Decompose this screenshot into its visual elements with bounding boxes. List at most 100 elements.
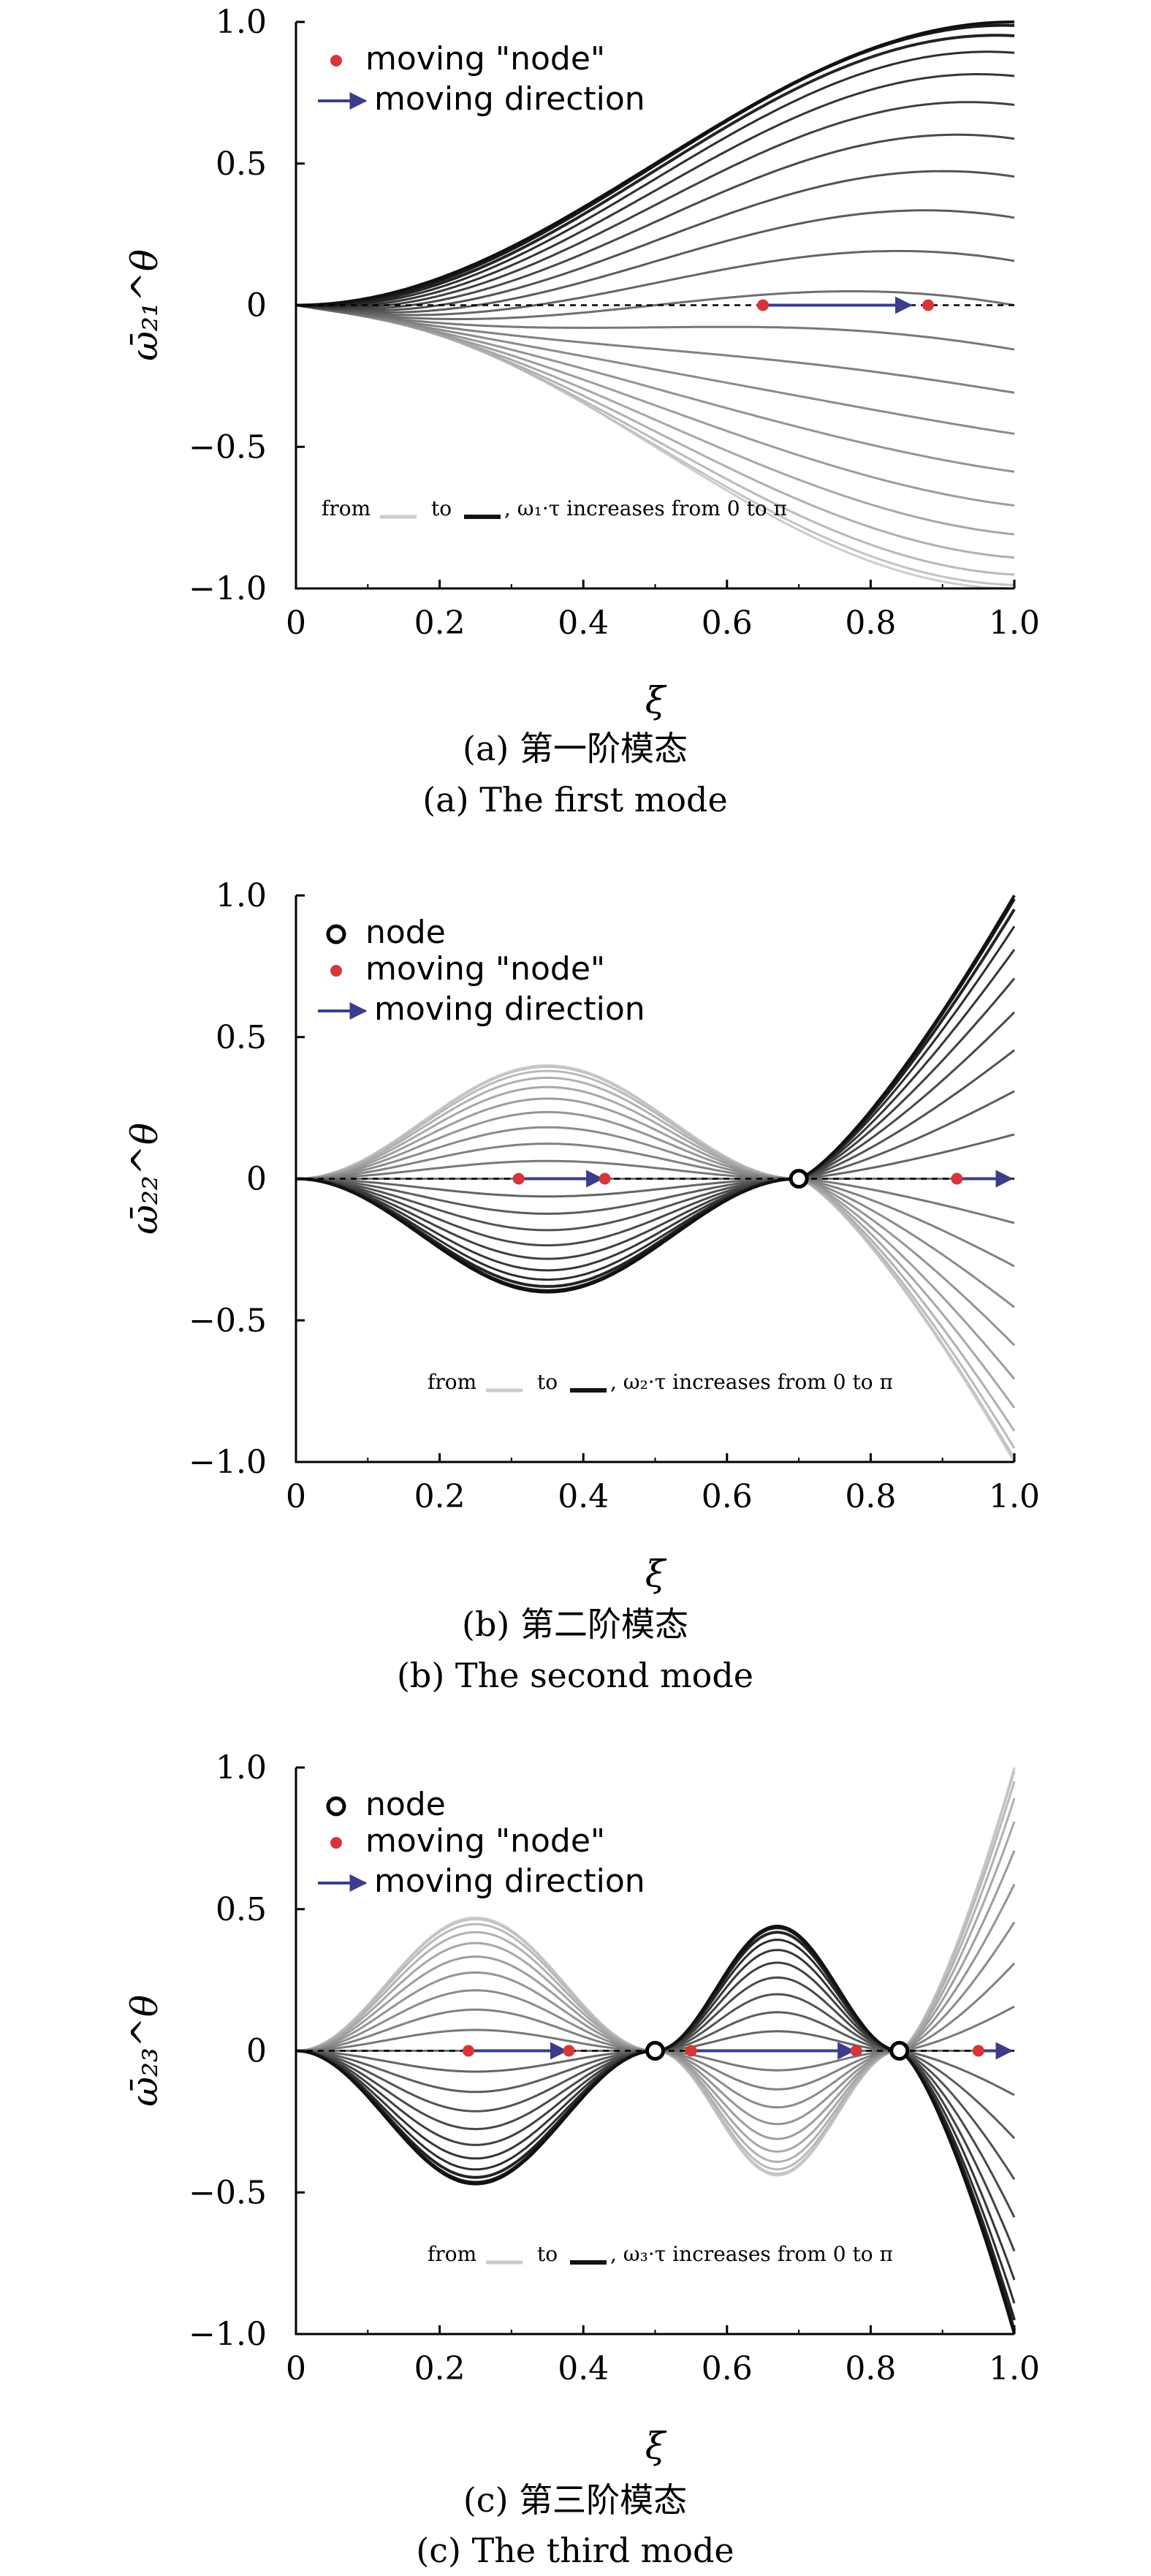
- legend-direction-label: moving direction: [374, 990, 645, 1028]
- series-line: [295, 290, 1015, 320]
- legend-moving-node-label: moving "node": [365, 950, 605, 988]
- series-line: [295, 1962, 1016, 2091]
- annotation-to: to: [431, 496, 452, 520]
- series-line: [295, 1086, 1016, 1409]
- series-line: [295, 170, 1015, 312]
- y-tick-label: 1.0: [216, 1749, 267, 1787]
- annotation-to: to: [537, 1370, 558, 1394]
- legend-node-symbol: [326, 1796, 346, 1817]
- moving-node-marker: [922, 299, 935, 311]
- series-line: [295, 977, 1016, 1260]
- y-tick-label: 0.5: [216, 1891, 267, 1928]
- series-line: [296, 1011, 1016, 1247]
- series-line: [295, 304, 1015, 586]
- legend-node-label: node: [365, 914, 446, 951]
- legend-moving-node-label: moving "node": [365, 1822, 605, 1860]
- x-tick-label: 0.4: [558, 605, 609, 642]
- series-line: [296, 2005, 1015, 2072]
- y-tick-label: 1.0: [216, 877, 267, 914]
- x-tick-label: 0.8: [845, 1478, 896, 1515]
- legend-moving-node-symbol: [330, 965, 342, 977]
- y-tick-label: −0.5: [189, 2174, 267, 2211]
- moving-node-marker: [512, 1173, 525, 1185]
- series-line: [296, 1126, 1015, 1308]
- x-tick-label: 0.2: [414, 1478, 466, 1515]
- series-line: [296, 1090, 1015, 1215]
- x-tick-label: 1.0: [989, 605, 1040, 642]
- series-line: [295, 925, 1016, 1281]
- y-tick-label: −1.0: [189, 1444, 267, 1481]
- series-line: [295, 1065, 1016, 1459]
- legend-moving-node-symbol: [330, 1837, 342, 1849]
- x-tick-label: 0.6: [702, 2350, 753, 2387]
- series-line: [295, 1069, 1016, 1449]
- series-line: [295, 1064, 1016, 1463]
- legend-direction-label: moving direction: [374, 80, 645, 118]
- y-tick-label: 0.5: [216, 145, 267, 183]
- moving-node-marker: [685, 2045, 697, 2057]
- x-tick-label: 0.4: [558, 1478, 609, 1515]
- caption-cn: (a) 第一阶模态: [463, 729, 688, 768]
- series-line: [295, 1961, 1016, 2252]
- moving-node-marker: [951, 1173, 963, 1185]
- annotation-from: from: [322, 496, 371, 520]
- series-line: [295, 304, 1015, 435]
- y-tick-label: 0: [246, 1161, 267, 1198]
- annotation-text: , ω₃·τ increases from 0 to π: [610, 2242, 893, 2266]
- x-tick-label: 1.0: [989, 1478, 1040, 1515]
- moving-node-marker: [599, 1173, 611, 1185]
- y-axis-label: ω̄₂₂^θ: [124, 1123, 166, 1235]
- series-line: [295, 1976, 1016, 2218]
- legend-node-symbol: [326, 924, 346, 944]
- series-line: [296, 1110, 1016, 1346]
- series-line: [296, 1049, 1015, 1232]
- series-line: [295, 209, 1015, 314]
- series-line: [295, 304, 1015, 576]
- y-tick-label: 1.0: [216, 4, 267, 41]
- y-tick-label: 0.5: [216, 1019, 267, 1056]
- series-line: [295, 304, 1015, 473]
- series-line: [295, 304, 1015, 394]
- moving-node-marker: [563, 2045, 575, 2057]
- series-line: [295, 1921, 1016, 2109]
- x-tick-label: 0: [286, 2350, 306, 2387]
- y-tick-label: 0: [246, 2033, 267, 2070]
- series-line: [296, 1133, 1015, 1198]
- legend-moving-node-label: moving "node": [365, 40, 605, 77]
- series-line: [295, 34, 1015, 308]
- moving-node-marker: [850, 2045, 862, 2057]
- annotation-to: to: [537, 2242, 558, 2266]
- series-line: [295, 73, 1015, 308]
- legend-moving-node-symbol: [330, 55, 342, 67]
- moving-node-marker: [756, 299, 769, 311]
- series-line: [295, 50, 1015, 308]
- x-tick-label: 0.6: [702, 605, 753, 642]
- y-tick-label: −0.5: [189, 1302, 267, 1339]
- y-tick-label: −0.5: [189, 428, 267, 466]
- x-axis-label: ξ: [645, 679, 667, 721]
- series-line: [295, 949, 1016, 1272]
- caption-en: (a) The first mode: [422, 780, 727, 819]
- x-tick-label: 0.8: [845, 2350, 896, 2387]
- series-line: [295, 1097, 1016, 1380]
- series-line: [295, 1076, 1016, 1432]
- series-line: [295, 908, 1016, 1288]
- x-tick-label: 0.2: [414, 2350, 466, 2387]
- annotation-from: from: [428, 1370, 476, 1394]
- annotation-from: from: [428, 2242, 476, 2266]
- node-marker: [889, 2041, 910, 2061]
- y-tick-label: −1.0: [189, 2316, 267, 2353]
- y-axis-label: ω̄₂₁^θ: [124, 249, 166, 361]
- moving-node-marker: [972, 2045, 984, 2057]
- series-line: [295, 133, 1015, 311]
- series-line: [295, 249, 1015, 317]
- series-line: [295, 894, 1016, 1294]
- x-axis-label: ξ: [645, 1553, 667, 1595]
- x-tick-label: 0.8: [845, 605, 896, 642]
- series-line: [295, 1924, 1016, 2335]
- x-tick-label: 0.6: [702, 1478, 753, 1515]
- x-tick-label: 0.2: [414, 605, 466, 642]
- x-tick-label: 0.4: [558, 2350, 609, 2387]
- y-axis-label: ω̄₂₃^θ: [124, 1995, 166, 2107]
